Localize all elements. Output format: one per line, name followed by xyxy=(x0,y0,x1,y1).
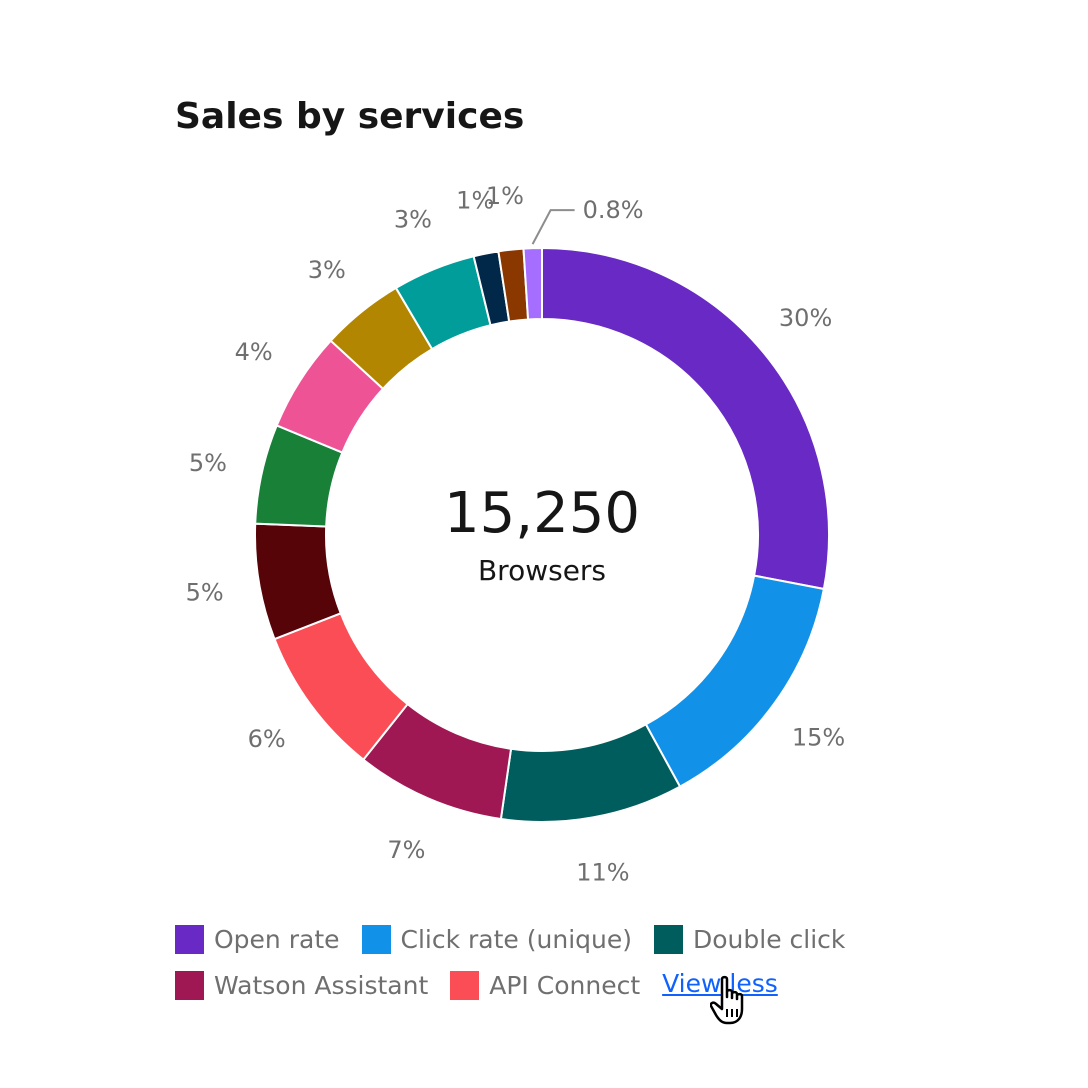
legend-swatch xyxy=(175,924,204,954)
legend-swatch xyxy=(450,970,480,1000)
donut-slices xyxy=(254,246,830,823)
slice-label: 30% xyxy=(779,304,832,332)
legend-label: API Connect xyxy=(489,970,641,1000)
leader-line xyxy=(531,209,575,245)
donut-slice[interactable] xyxy=(522,246,543,321)
slice-label: 5% xyxy=(189,449,227,477)
legend-item-api-connect[interactable]: API Connect xyxy=(450,970,641,1000)
center-value: 15,250 xyxy=(444,481,640,546)
legend-label: Click rate (unique) xyxy=(400,924,632,954)
slice-label: 5% xyxy=(186,578,224,606)
legend-swatch xyxy=(175,970,204,1000)
legend-label: Double click xyxy=(693,924,846,954)
slice-label: 1% xyxy=(486,182,524,210)
legend: Open rate Click rate (unique) Double cli… xyxy=(175,920,875,1012)
leader-lines xyxy=(531,209,575,245)
legend-label: Watson Assistant xyxy=(214,970,429,1000)
legend-label: Open rate xyxy=(214,924,340,954)
hand-pointer-icon xyxy=(710,975,744,1025)
slice-label: 6% xyxy=(248,725,286,753)
donut-slice[interactable] xyxy=(644,574,826,789)
slice-label: 3% xyxy=(308,256,346,284)
donut-slice[interactable] xyxy=(499,723,682,823)
slice-label: 0.8% xyxy=(583,196,644,224)
slice-label: 7% xyxy=(387,836,425,864)
chart-title: Sales by services xyxy=(175,96,525,137)
donut-chart: 30% 15% 11% 7% 6% 5% 5% 4% 3% 3% 1%1% 0.8% 15,250 B… xyxy=(186,182,846,887)
center-label: Browsers xyxy=(478,554,606,587)
slice-labels: 30% 15% 11% 7% 6% 5% 5% 4% 3% 3% 1%1% 0.8% xyxy=(186,182,846,887)
legend-row-2: Watson Assistant API Connect View less xyxy=(175,966,875,1004)
legend-item-double-click[interactable]: Double click xyxy=(654,924,846,954)
slice-label: 11% xyxy=(576,859,629,887)
slice-label: 15% xyxy=(792,723,845,751)
view-less-link[interactable]: View less xyxy=(662,968,778,998)
legend-item-open-rate[interactable]: Open rate xyxy=(175,924,340,954)
slice-label: 3% xyxy=(394,205,432,233)
slice-label: 1% xyxy=(456,187,494,215)
slice-label: 4% xyxy=(235,338,273,366)
legend-swatch xyxy=(361,924,391,954)
legend-item-click-rate[interactable]: Click rate (unique) xyxy=(361,924,632,954)
legend-item-watson-assistant[interactable]: Watson Assistant xyxy=(175,970,429,1000)
legend-swatch xyxy=(654,924,683,954)
legend-row-1: Open rate Click rate (unique) Double cli… xyxy=(175,920,875,958)
